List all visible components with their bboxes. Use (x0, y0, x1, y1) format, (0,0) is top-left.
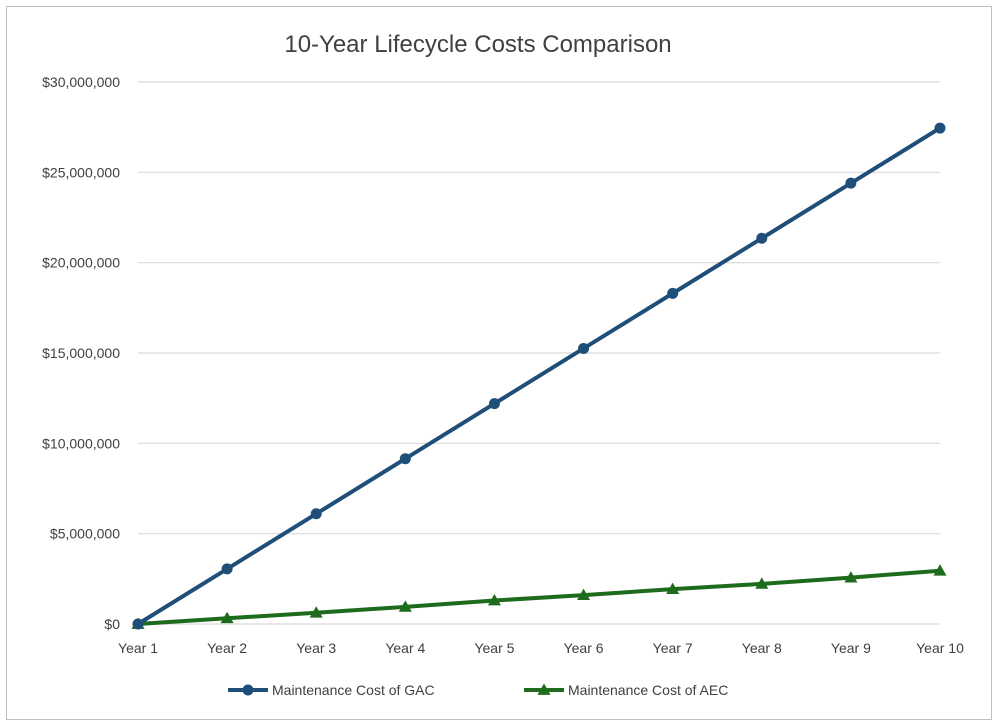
gridlines (138, 81, 940, 625)
y-axis-tick-labels: $0 $5,000,000 $10,000,000 $15,000,000 $20,00… (42, 74, 120, 632)
x-tick-label: Year 8 (742, 640, 782, 656)
legend-label: Maintenance Cost of AEC (568, 682, 728, 698)
data-point (934, 122, 946, 134)
x-tick-label: Year 9 (831, 640, 871, 656)
x-tick-label: Year 1 (118, 640, 158, 656)
x-tick-label: Year 5 (474, 640, 514, 656)
x-tick-label: Year 6 (564, 640, 604, 656)
x-tick-label: Year 10 (916, 640, 964, 656)
chart-title: 10-Year Lifecycle Costs Comparison (284, 31, 671, 58)
y-tick-label: $5,000,000 (50, 526, 120, 542)
data-point (666, 582, 680, 595)
series-aec (131, 564, 947, 629)
data-point (487, 594, 501, 606)
legend-label: Maintenance Cost of GAC (272, 682, 435, 698)
x-tick-label: Year 7 (653, 640, 693, 656)
y-tick-label: $15,000,000 (42, 345, 120, 361)
legend-item: Maintenance Cost of AEC (524, 682, 728, 698)
y-tick-label: $25,000,000 (42, 164, 120, 180)
data-point (578, 342, 590, 354)
series-line (136, 126, 942, 626)
series-group (131, 122, 947, 630)
x-tick-label: Year 3 (296, 640, 336, 656)
legend-triangle-icon (537, 683, 551, 695)
series-line (136, 568, 942, 626)
x-tick-label: Year 4 (385, 640, 425, 656)
x-axis-tick-labels: Year 1 Year 2 Year 3 Year 4 Year 5 Year 6 Year… (118, 640, 964, 656)
data-point (398, 600, 412, 612)
data-point (399, 453, 411, 465)
data-point (667, 287, 679, 299)
data-point (220, 611, 234, 624)
y-tick-label: $20,000,000 (42, 255, 120, 271)
y-tick-label: $10,000,000 (42, 435, 120, 451)
data-point (845, 177, 857, 189)
legend-item: Maintenance Cost of GAC (228, 682, 435, 698)
y-tick-label: $30,000,000 (42, 74, 120, 90)
data-point (755, 577, 769, 589)
data-point (310, 508, 322, 520)
data-point (933, 564, 947, 576)
legend: Maintenance Cost of GAC Maintenance Cost … (228, 682, 728, 698)
data-point (844, 571, 858, 583)
data-point (221, 563, 233, 575)
data-point (756, 232, 768, 244)
x-tick-label: Year 2 (207, 640, 247, 656)
y-tick-label: $0 (104, 616, 120, 632)
data-point (309, 606, 323, 618)
legend-circle-icon (242, 684, 254, 696)
data-point (577, 588, 591, 600)
data-point (132, 618, 144, 630)
data-point (488, 398, 500, 410)
series-gac (132, 122, 946, 630)
